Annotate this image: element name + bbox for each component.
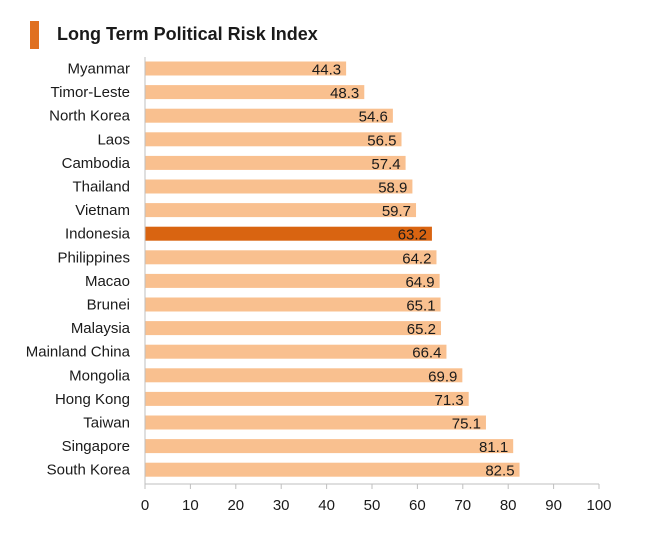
bars-group (145, 61, 520, 477)
bar-macao (145, 273, 440, 288)
category-label: Timor-Leste (51, 84, 130, 101)
category-label: Singapore (62, 438, 130, 455)
bar-cambodia (145, 155, 406, 170)
category-label: Philippines (57, 249, 130, 266)
category-label: Vietnam (75, 202, 130, 219)
category-label: Thailand (72, 179, 130, 196)
x-tick-label: 90 (545, 497, 562, 514)
category-label: Mongolia (69, 367, 131, 384)
value-label: 54.6 (359, 109, 388, 126)
category-label: South Korea (47, 462, 131, 479)
bar-malaysia (145, 321, 442, 336)
bar-mongolia (145, 368, 463, 383)
x-tick-label: 100 (586, 497, 611, 514)
value-label: 75.1 (452, 416, 481, 433)
category-labels-group: Myanmar Timor-Leste North Korea Laos Cambodi… (26, 61, 131, 479)
category-label: North Korea (49, 108, 131, 125)
value-label: 63.2 (398, 227, 427, 244)
bar-singapore (145, 439, 514, 454)
category-label: Brunei (87, 297, 130, 314)
value-label: 81.1 (479, 439, 508, 456)
bar-indonesia (145, 226, 432, 241)
value-label: 48.3 (330, 85, 359, 102)
x-tick-label: 20 (227, 497, 244, 514)
bar-north-korea (145, 108, 393, 123)
value-label: 58.9 (378, 180, 407, 197)
category-label: Hong Kong (55, 391, 130, 408)
chart-title: Long Term Political Risk Index (57, 24, 318, 44)
bar-hong-kong (145, 391, 469, 406)
category-label: Macao (85, 273, 130, 290)
x-tick-labels-group: 0 10 20 30 40 50 60 70 80 90 100 (141, 497, 612, 514)
value-label: 59.7 (382, 203, 411, 220)
bar-myanmar (145, 61, 347, 76)
bar-philippines (145, 250, 437, 265)
category-label: Indonesia (65, 226, 131, 243)
x-tick-label: 50 (364, 497, 381, 514)
value-labels-group: 44.3 48.354.6 56.5 57.4 58.9 59.7 63.2 64.2 64.9… (312, 62, 515, 480)
value-label: 65.2 (407, 321, 436, 338)
bar-laos (145, 132, 402, 147)
value-label: 69.9 (428, 368, 457, 385)
value-label: 66.4 (412, 345, 441, 362)
x-tick-label: 70 (454, 497, 471, 514)
title-accent-bar (30, 21, 39, 49)
x-tick-label: 40 (318, 497, 335, 514)
x-tick-label: 60 (409, 497, 426, 514)
x-tick-label: 10 (182, 497, 199, 514)
category-label: Laos (97, 131, 130, 148)
x-tick-label: 30 (273, 497, 290, 514)
value-label: 65.1 (406, 298, 435, 315)
value-label: 64.2 (402, 250, 431, 267)
category-label: Cambodia (62, 155, 131, 172)
value-label: 56.5 (367, 132, 396, 149)
value-label: 64.9 (405, 274, 434, 291)
bar-vietnam (145, 203, 417, 218)
value-label: 71.3 (434, 392, 463, 409)
bar-thailand (145, 179, 413, 194)
bar-mainland-china (145, 344, 447, 359)
category-label: Myanmar (67, 61, 130, 78)
bar-south-korea (145, 462, 520, 477)
x-tick-label: 0 (141, 497, 149, 514)
category-label: Malaysia (71, 320, 131, 337)
value-label: 44.3 (312, 62, 341, 79)
value-label: 82.5 (485, 463, 514, 480)
bar-timor-leste (145, 85, 365, 100)
bar-taiwan (145, 415, 486, 430)
category-label: Mainland China (26, 344, 131, 361)
x-tick-label: 80 (500, 497, 517, 514)
value-label: 57.4 (371, 156, 400, 173)
bar-brunei (145, 297, 441, 312)
axes-group (144, 57, 600, 489)
category-label: Taiwan (83, 415, 130, 432)
